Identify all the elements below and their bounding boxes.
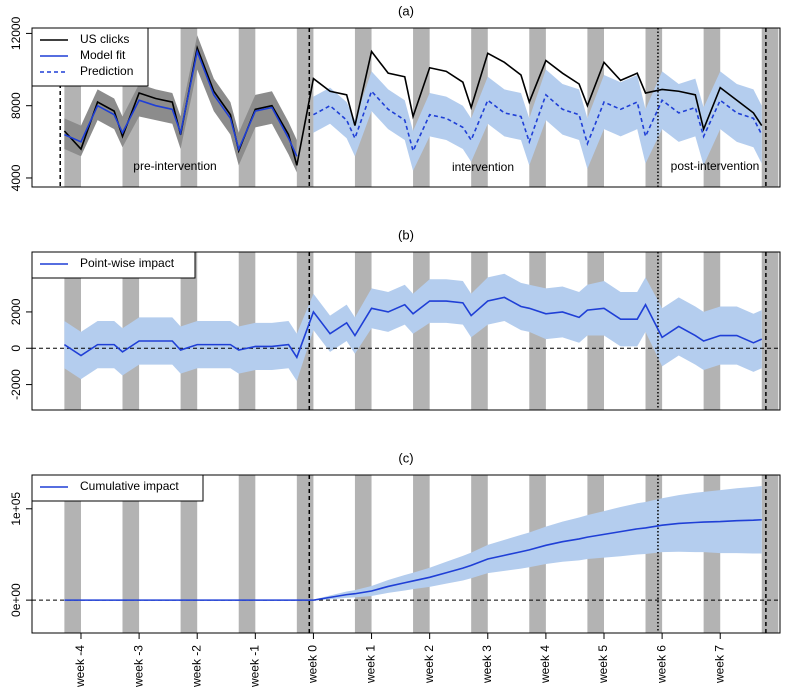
x-tick-label: week 2 [422, 645, 436, 684]
plot-area [32, 252, 780, 410]
weekend-band [761, 252, 779, 410]
weekend-band [413, 475, 430, 633]
plot-area [59, 28, 779, 187]
series-line [313, 89, 763, 154]
y-tick-label: 1e+05 [9, 492, 23, 526]
series-line [64, 48, 298, 157]
x-tick-label: week 7 [712, 645, 726, 684]
plot-frame [31, 474, 781, 634]
legend-box [31, 251, 196, 279]
legend-label: Prediction [80, 64, 133, 78]
y-tick-label: 8000 [9, 92, 23, 119]
plot-frame [31, 251, 781, 411]
series-line [63, 296, 763, 360]
y-tick-label: 2000 [9, 298, 23, 325]
x-tick-label: week 4 [538, 645, 552, 684]
weekend-band [296, 28, 314, 187]
x-tick-label: week 5 [596, 645, 610, 684]
panel-title: (c) [398, 450, 413, 465]
y-tick-label: 0 [9, 345, 23, 352]
period-label: post-intervention [671, 159, 760, 173]
period-label: pre-intervention [133, 159, 216, 173]
series-line [64, 518, 762, 601]
y-tick-label: -2000 [9, 369, 23, 400]
x-tick-label: week -3 [131, 645, 145, 688]
y-tick-label: 12000 [9, 16, 23, 50]
panel-title: (a) [398, 3, 414, 18]
legend-label: Point-wise impact [80, 256, 175, 270]
legend-label: Model fit [80, 48, 126, 62]
legend-label: Cumulative impact [80, 479, 179, 493]
plot-frame [31, 27, 781, 188]
legend-label: US clicks [80, 32, 129, 46]
weekend-band [761, 475, 779, 633]
panel-title: (b) [398, 227, 414, 242]
weekend-band [645, 475, 663, 633]
x-tick-label: week 1 [364, 645, 378, 684]
legend-box [31, 27, 149, 87]
x-tick-label: week 3 [480, 645, 494, 684]
x-tick-label: week 0 [306, 645, 320, 684]
interval-band [64, 273, 762, 381]
period-label: intervention [452, 160, 514, 174]
interval-band [64, 485, 762, 601]
weekend-band [122, 475, 140, 633]
weekend-band [180, 475, 198, 633]
weekend-band [64, 475, 81, 633]
y-tick-label: 4000 [9, 164, 23, 191]
plot-area [32, 475, 780, 633]
weekend-band [354, 475, 372, 633]
weekend-band [296, 475, 314, 633]
weekend-band [238, 475, 256, 633]
weekend-band [761, 28, 779, 187]
x-tick-label: week -1 [247, 645, 261, 688]
y-tick-label: 0e+00 [9, 583, 23, 617]
x-tick-label: week -4 [73, 645, 87, 688]
x-tick-label: week 6 [654, 645, 668, 684]
x-tick-label: week -2 [189, 645, 203, 688]
